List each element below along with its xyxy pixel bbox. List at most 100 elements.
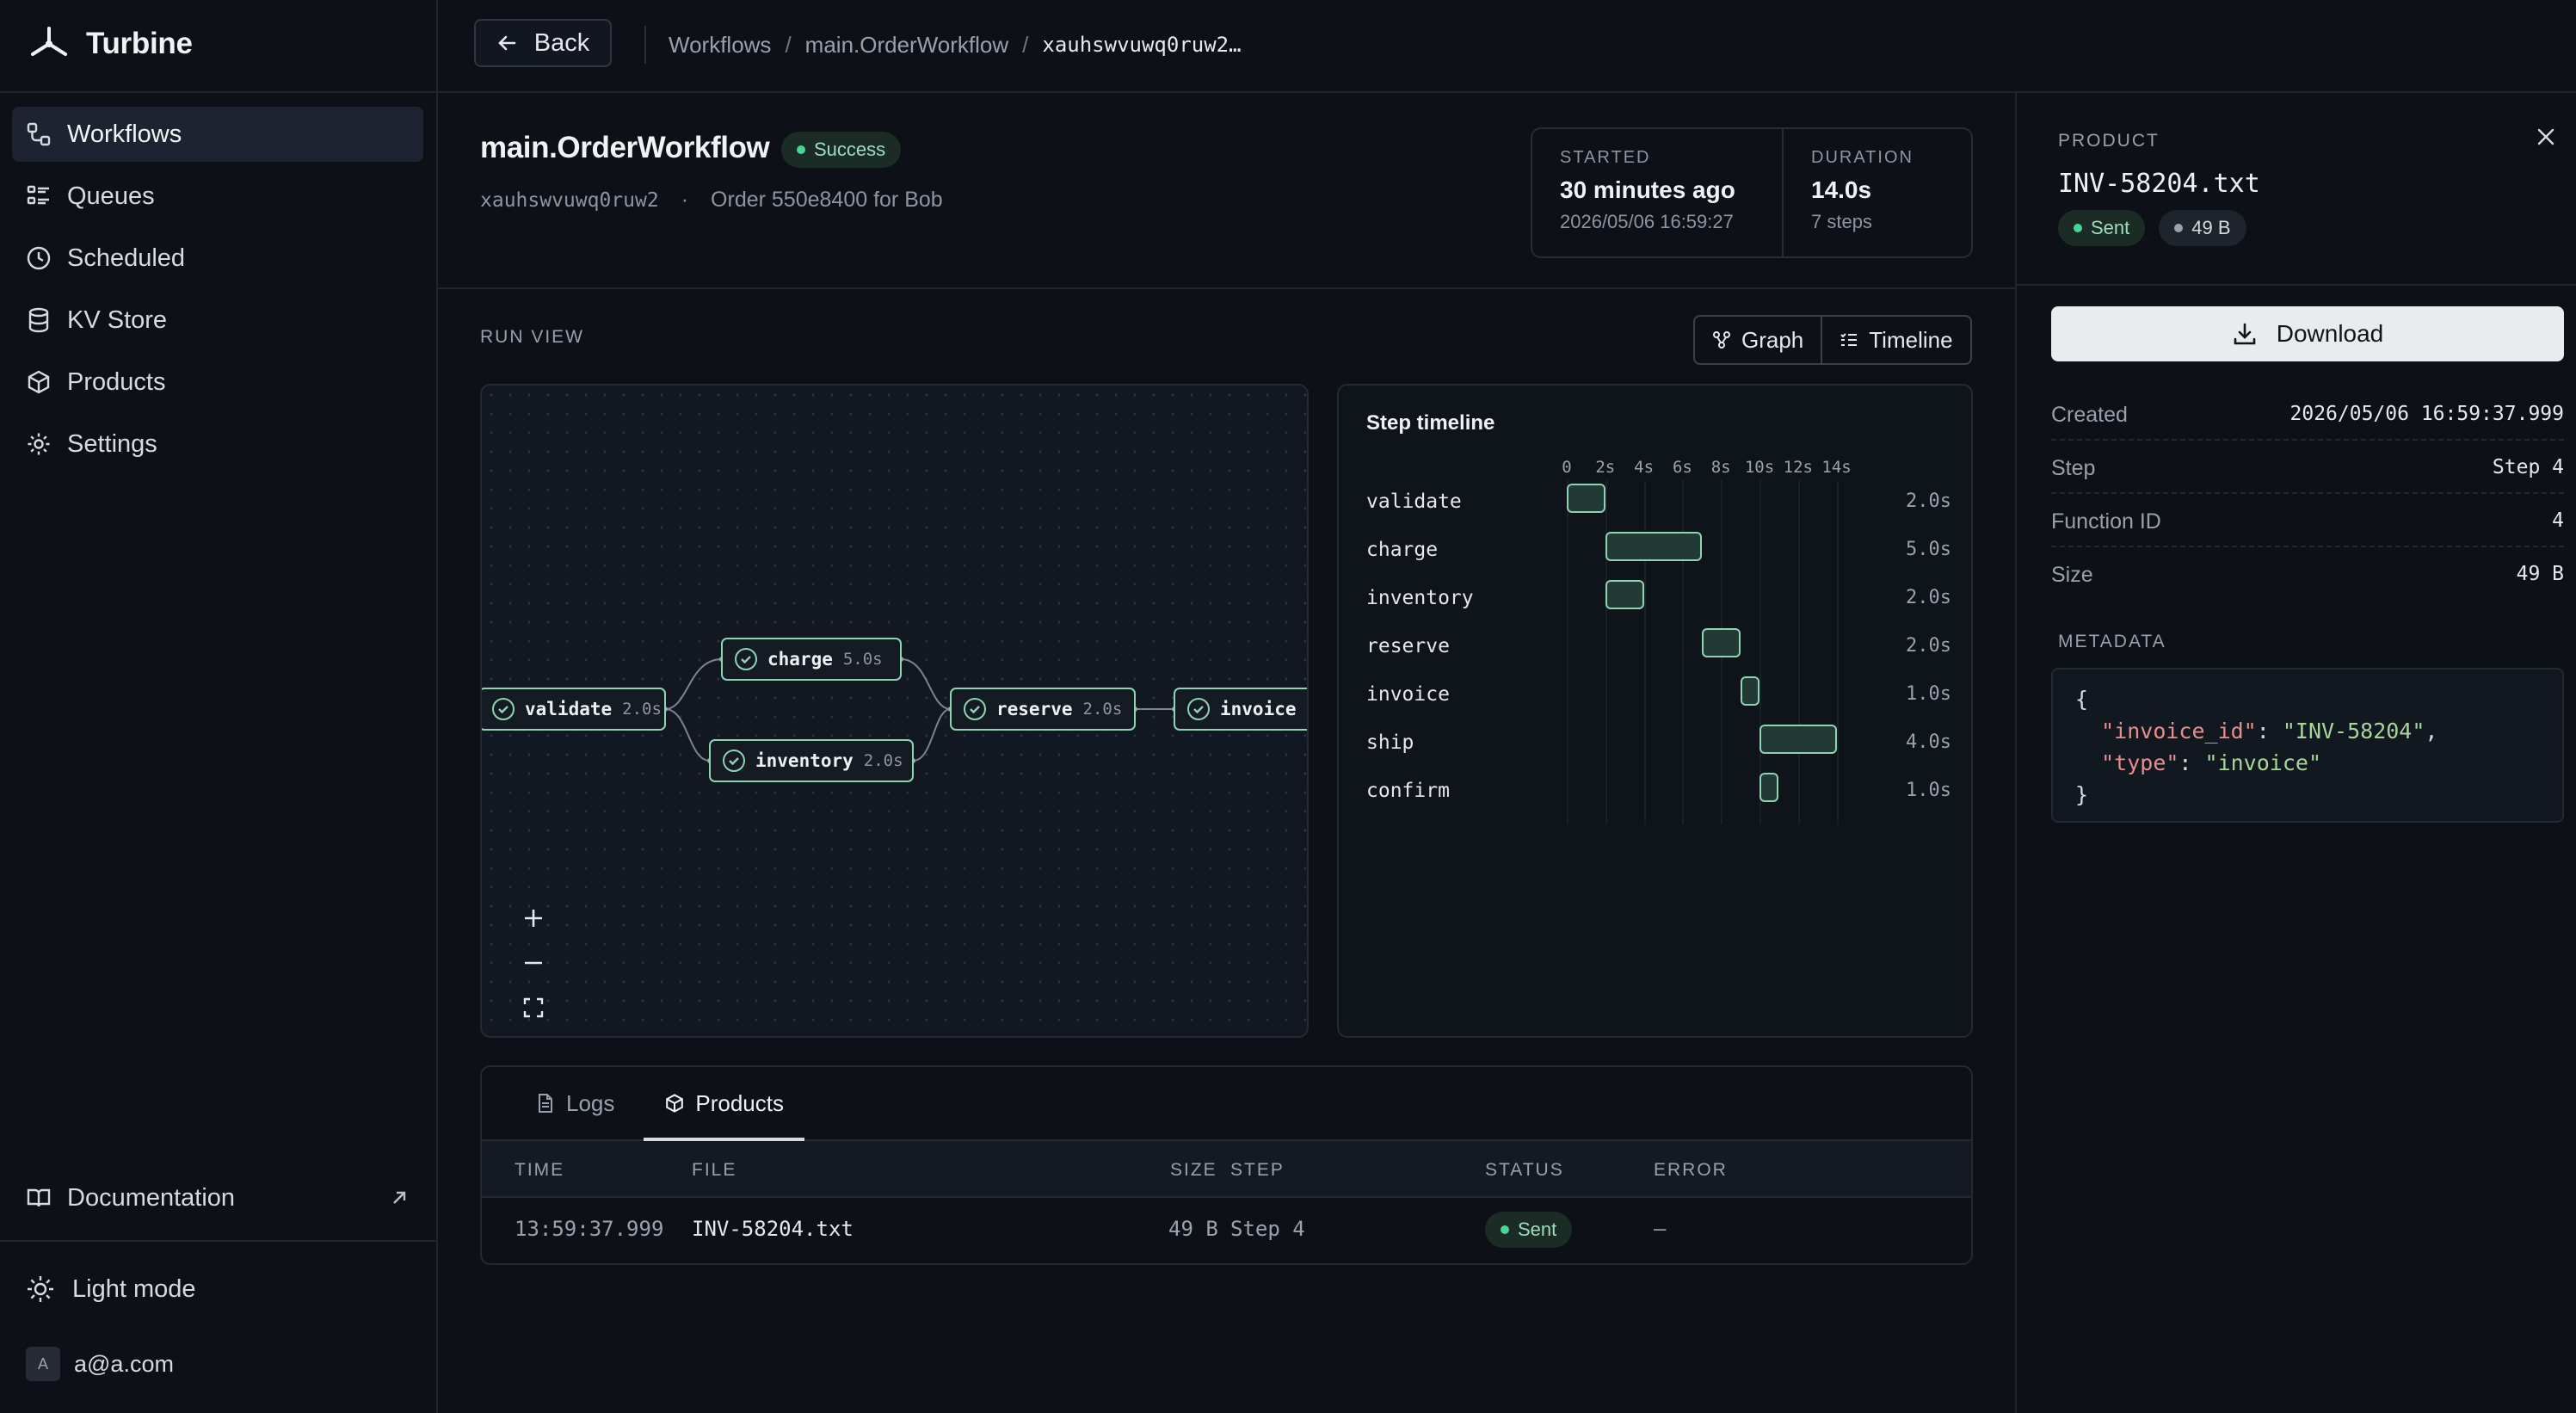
sidebar-item-kv-store[interactable]: KV Store bbox=[12, 293, 423, 348]
timeline-gridline bbox=[1567, 480, 1568, 824]
node-name: inventory bbox=[755, 750, 854, 771]
sidebar-item-queues[interactable]: Queues bbox=[12, 169, 423, 224]
check-icon bbox=[1187, 698, 1210, 720]
graph-node-validate[interactable]: validate 2.0s bbox=[482, 688, 666, 731]
sidebar-item-scheduled[interactable]: Scheduled bbox=[12, 231, 423, 286]
timeline-row[interactable]: reserve 2.0s bbox=[1366, 623, 1951, 671]
node-name: reserve bbox=[996, 699, 1073, 719]
timeline-step-duration: 4.0s bbox=[1906, 731, 1951, 753]
arrow-left-icon bbox=[497, 35, 516, 51]
document-icon bbox=[539, 1094, 552, 1113]
timeline-row[interactable]: validate 2.0s bbox=[1366, 478, 1951, 527]
timeline-row[interactable]: charge 5.0s bbox=[1366, 527, 1951, 575]
workflow-icon bbox=[27, 122, 51, 146]
graph-node-invoice[interactable]: invoice bbox=[1174, 688, 1307, 731]
size-dot bbox=[2174, 224, 2184, 232]
breadcrumb-current: xauhswvuwq0ruw2… bbox=[1042, 33, 1242, 57]
stat-label: DURATION bbox=[1811, 148, 1914, 167]
tab-logs[interactable]: Logs bbox=[515, 1067, 635, 1139]
close-button[interactable] bbox=[2533, 124, 2559, 154]
timeline-step-name: validate bbox=[1366, 491, 1462, 513]
timeline-bar[interactable] bbox=[1567, 484, 1605, 513]
download-button[interactable]: Download bbox=[2051, 306, 2564, 361]
breadcrumb-workflow-name[interactable]: main.OrderWorkflow bbox=[804, 31, 1009, 58]
timeline-bar[interactable] bbox=[1759, 725, 1837, 754]
timeline-view-button[interactable]: Timeline bbox=[1821, 317, 1969, 363]
status-dot bbox=[1501, 1225, 1509, 1234]
product-detail-panel: PRODUCT INV-58204.txt Sent 49 B Download… bbox=[2015, 93, 2576, 1413]
stat-label: STARTED bbox=[1560, 148, 1651, 167]
divider bbox=[0, 91, 438, 93]
graph-node-charge[interactable]: charge 5.0s bbox=[721, 638, 902, 681]
book-icon bbox=[27, 1188, 51, 1207]
stat-value: 14.0s bbox=[1811, 176, 1872, 203]
timeline-bar[interactable] bbox=[1740, 676, 1759, 706]
timeline-row[interactable]: confirm 1.0s bbox=[1366, 768, 1951, 816]
sidebar-item-products[interactable]: Products bbox=[12, 355, 423, 410]
back-label: Back bbox=[533, 28, 590, 57]
bottom-tabs: Logs Products bbox=[482, 1067, 1971, 1141]
graph-node-reserve[interactable]: reserve 2.0s bbox=[950, 688, 1136, 731]
node-name: charge bbox=[767, 649, 833, 669]
user-menu[interactable]: A a@a.com bbox=[26, 1342, 174, 1385]
timeline-row[interactable]: invoice 1.0s bbox=[1366, 671, 1951, 719]
column-header-file: FILE bbox=[692, 1160, 737, 1180]
field-key: Created bbox=[2051, 403, 2128, 427]
metadata-json: { "invoice_id": "INV-58204", "type": "in… bbox=[2051, 668, 2564, 823]
documentation-label: Documentation bbox=[67, 1183, 236, 1212]
column-header-status: STATUS bbox=[1485, 1160, 1564, 1180]
table-row[interactable]: 13:59:37.999 INV-58204.txt 49 B Step 4 S… bbox=[482, 1198, 1971, 1263]
timeline-step-name: charge bbox=[1366, 539, 1439, 561]
documentation-link[interactable]: Documentation bbox=[12, 1170, 423, 1225]
node-duration: 2.0s bbox=[863, 751, 903, 770]
top-bar: Back Workflows / main.OrderWorkflow / xa… bbox=[438, 0, 2576, 93]
status-badge: Sent bbox=[2058, 210, 2146, 246]
light-mode-label: Light mode bbox=[72, 1274, 196, 1303]
node-duration: 5.0s bbox=[842, 650, 883, 669]
timeline-row[interactable]: ship 4.0s bbox=[1366, 719, 1951, 768]
section-label: PRODUCT bbox=[2058, 131, 2160, 151]
timeline-bar[interactable] bbox=[1605, 532, 1702, 561]
column-header-time: TIME bbox=[515, 1160, 565, 1180]
timeline-tick: 10s bbox=[1744, 458, 1775, 477]
external-link-icon bbox=[393, 1191, 406, 1204]
gear-icon bbox=[28, 433, 50, 455]
back-button[interactable]: Back bbox=[474, 19, 612, 67]
sidebar-item-workflows[interactable]: Workflows bbox=[12, 107, 423, 162]
close-icon bbox=[2537, 128, 2554, 145]
light-mode-toggle[interactable]: Light mode bbox=[26, 1265, 196, 1313]
timeline-bar[interactable] bbox=[1759, 773, 1779, 802]
main-content: main.OrderWorkflow Success xauhswvuwq0ru… bbox=[438, 93, 2015, 1413]
check-icon bbox=[723, 750, 745, 772]
fit-view-button[interactable] bbox=[508, 986, 559, 1029]
download-label: Download bbox=[2276, 320, 2384, 347]
workflow-description: Order 550e8400 for Bob bbox=[711, 188, 943, 212]
timeline-step-duration: 1.0s bbox=[1906, 780, 1951, 801]
graph-node-inventory[interactable]: inventory 2.0s bbox=[709, 739, 914, 782]
workflow-graph[interactable]: validate 2.0s charge 5.0s inventory 2.0s… bbox=[480, 384, 1309, 1038]
brand[interactable]: Turbine bbox=[28, 19, 193, 69]
timeline-step-duration: 2.0s bbox=[1906, 635, 1951, 657]
node-duration: 2.0s bbox=[1082, 700, 1123, 719]
sidebar-item-label: KV Store bbox=[67, 305, 168, 334]
status-dot bbox=[797, 145, 805, 154]
field-value: 4 bbox=[2552, 509, 2564, 532]
timeline-label: Timeline bbox=[1869, 326, 1953, 353]
node-name: invoice bbox=[1220, 699, 1297, 719]
graph-view-button[interactable]: Graph bbox=[1695, 317, 1821, 363]
sidebar-item-settings[interactable]: Settings bbox=[12, 416, 423, 472]
zoom-out-button[interactable] bbox=[508, 941, 559, 984]
check-icon bbox=[492, 698, 515, 720]
zoom-in-button[interactable] bbox=[508, 897, 559, 940]
breadcrumb-workflows[interactable]: Workflows bbox=[669, 31, 772, 58]
column-header-error: ERROR bbox=[1654, 1160, 1728, 1180]
sidebar-item-label: Scheduled bbox=[67, 244, 186, 272]
queue-list-icon bbox=[27, 185, 49, 205]
check-icon bbox=[735, 648, 757, 670]
timeline-row[interactable]: inventory 2.0s bbox=[1366, 575, 1951, 623]
tab-products[interactable]: Products bbox=[644, 1067, 804, 1141]
timeline-gridline bbox=[1682, 480, 1685, 824]
timeline-bar[interactable] bbox=[1701, 628, 1741, 657]
timeline-bar[interactable] bbox=[1605, 580, 1644, 609]
divider bbox=[644, 26, 646, 64]
